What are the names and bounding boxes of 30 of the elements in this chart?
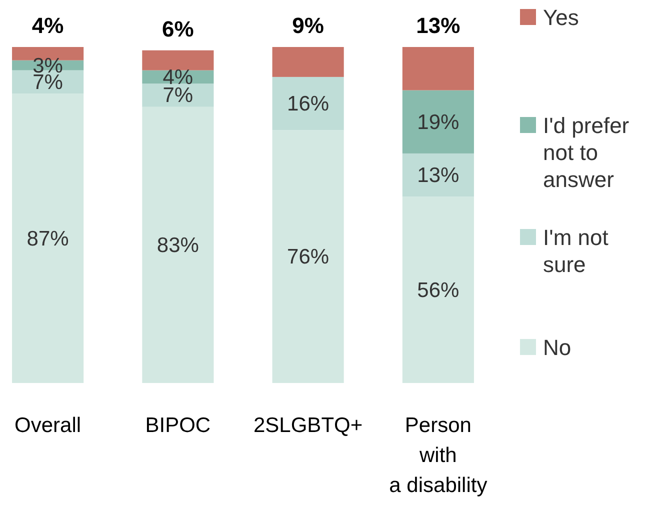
bar xyxy=(402,153,474,197)
data-label: 13% xyxy=(417,164,460,188)
data-label: 19% xyxy=(417,110,460,134)
bar xyxy=(272,47,344,77)
legend-label: Yes xyxy=(543,5,579,30)
bar xyxy=(12,94,84,383)
bar xyxy=(142,106,214,383)
bar xyxy=(142,50,214,70)
legend-label: I'm not sure xyxy=(543,225,608,277)
bar xyxy=(402,196,474,383)
bar xyxy=(272,76,344,130)
data-label: 16% xyxy=(287,92,330,116)
data-label: 6% xyxy=(162,16,194,42)
x-tick-label: Person with a disability xyxy=(389,414,488,497)
x-tick-label: 2SLGBTQ+ xyxy=(253,414,363,437)
data-label: 76% xyxy=(287,246,330,269)
data-label: 87% xyxy=(26,227,69,250)
data-label: 83% xyxy=(156,234,199,257)
data-label: 4% xyxy=(32,13,64,38)
data-label: 9% xyxy=(292,13,324,38)
bar xyxy=(142,84,214,107)
bar xyxy=(402,47,474,90)
x-tick-label: BIPOC xyxy=(145,414,211,437)
bar xyxy=(272,130,344,383)
x-tick-label: Overall xyxy=(14,414,82,437)
data-label: 13% xyxy=(416,13,460,38)
legend-label: I'd prefer not to answer xyxy=(543,113,630,192)
bar xyxy=(402,90,474,154)
data-label: 56% xyxy=(417,278,460,302)
legend-label: No xyxy=(543,335,572,360)
